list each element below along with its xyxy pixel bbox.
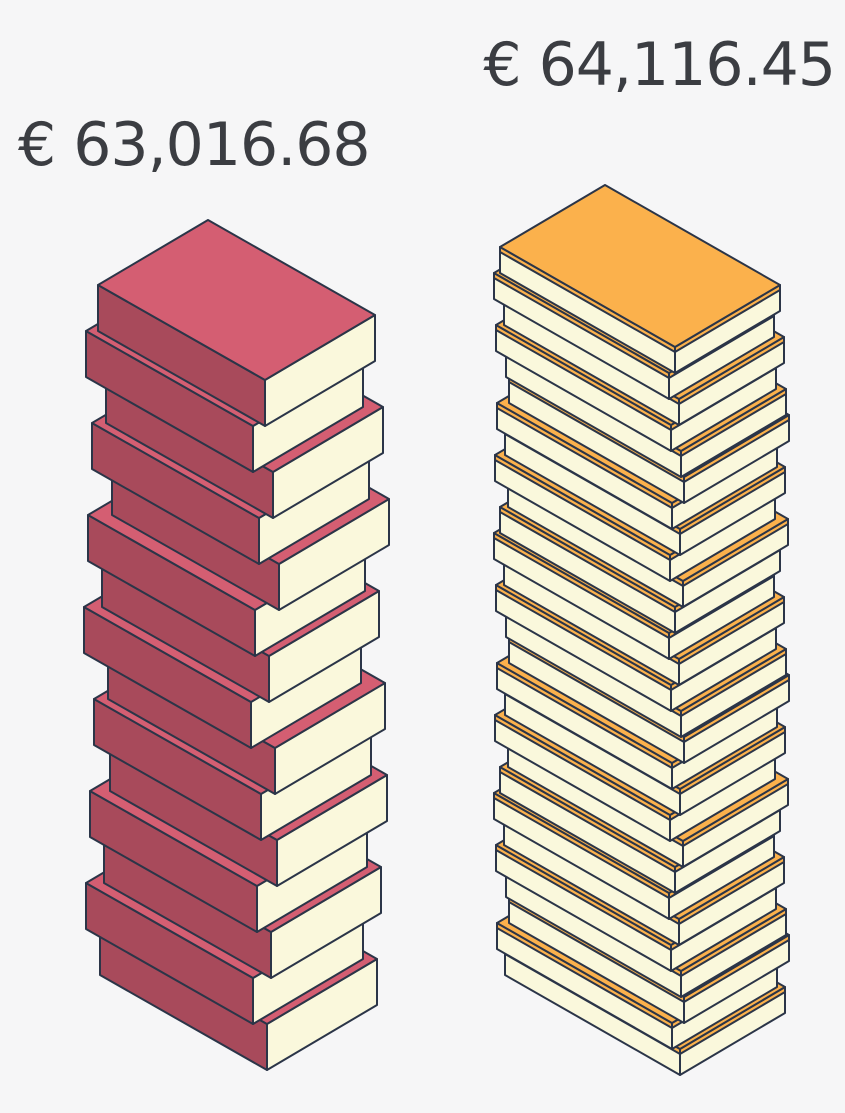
book-cover: [97, 219, 376, 381]
book-stack: [83, 219, 390, 1071]
amount-label: € 63,016.68: [18, 110, 370, 180]
book-stack: [493, 184, 790, 1076]
amount-label: € 64,116.45: [483, 30, 835, 100]
book-cover: [499, 184, 781, 348]
